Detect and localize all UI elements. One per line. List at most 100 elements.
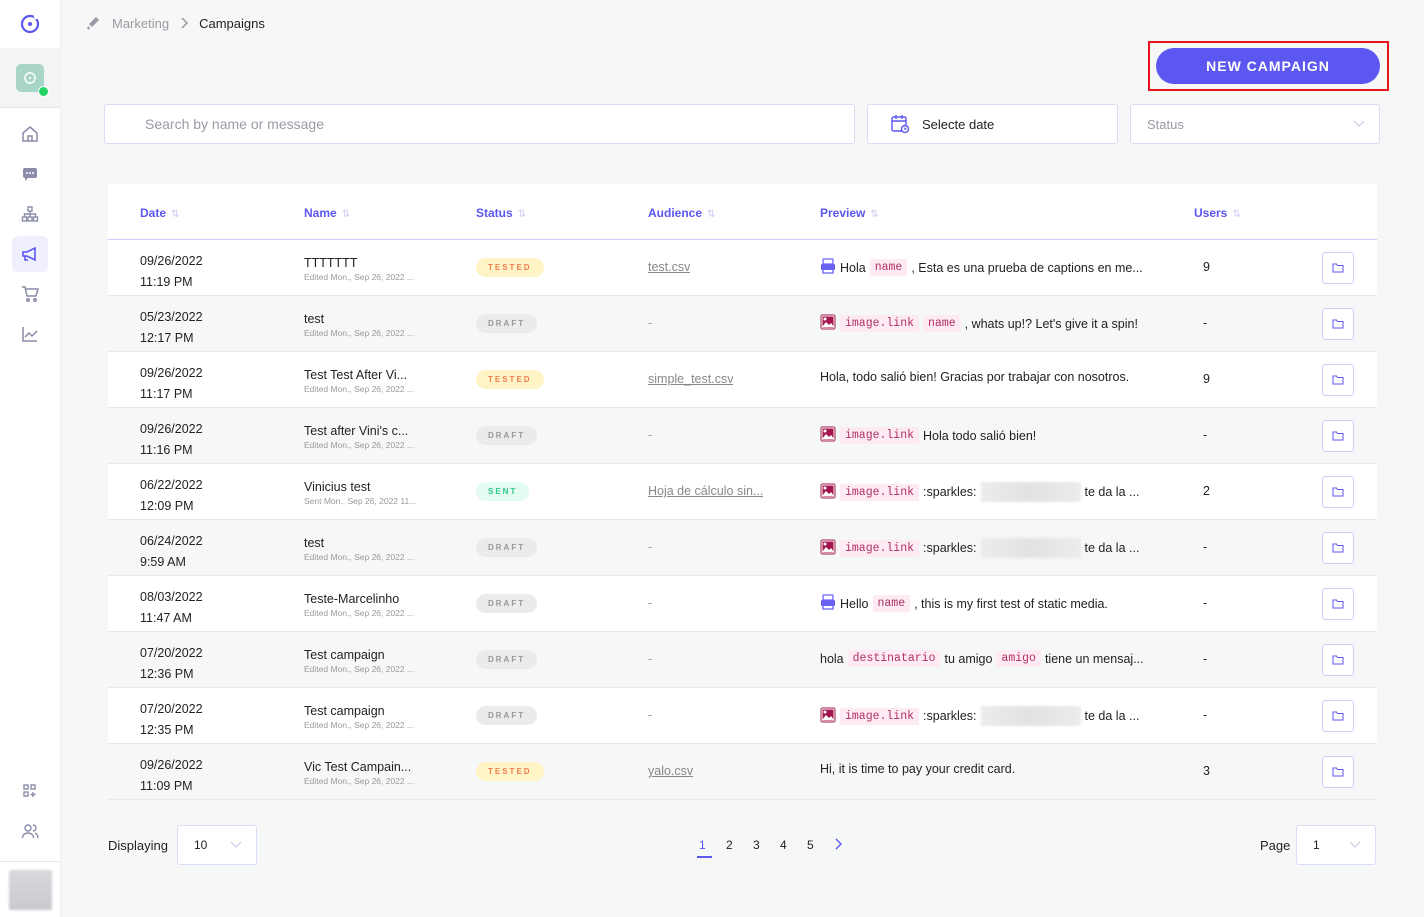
- campaign-name[interactable]: Vinicius test: [304, 480, 371, 494]
- table-row[interactable]: 09/26/2022 11:09 PM Vic Test Campain... Ed…: [108, 744, 1377, 800]
- preview-text: tu amigo: [944, 651, 993, 666]
- status-select[interactable]: Status: [1130, 104, 1380, 144]
- campaign-name[interactable]: test: [304, 312, 325, 326]
- flow-icon[interactable]: [12, 196, 48, 232]
- audience-link[interactable]: simple_test.csv: [648, 372, 734, 386]
- open-campaign-button[interactable]: [1322, 308, 1354, 340]
- page-1[interactable]: 1: [697, 838, 724, 858]
- open-campaign-button[interactable]: [1322, 364, 1354, 396]
- open-campaign-button[interactable]: [1322, 700, 1354, 732]
- page-4[interactable]: 4: [780, 838, 787, 852]
- time-value: 11:09 PM: [140, 779, 193, 793]
- header-audience[interactable]: Audience ⇅: [648, 206, 716, 220]
- preview-cell: image.link:sparkles: te da la ...: [820, 538, 1139, 558]
- preview-cell: Hi, it is time to pay your credit card.: [820, 762, 1015, 776]
- campaign-name[interactable]: Teste-Marcelinho: [304, 592, 400, 606]
- status-badge: DRAFT: [476, 650, 538, 669]
- table-row[interactable]: 09/26/2022 11:16 PM Test after Vini's c..…: [108, 408, 1377, 464]
- calendar-icon: [891, 115, 910, 134]
- next-page-icon[interactable]: [832, 838, 859, 853]
- cart-icon[interactable]: [12, 276, 48, 312]
- page-label: Page: [1260, 838, 1291, 853]
- open-campaign-button[interactable]: [1322, 644, 1354, 676]
- date-cell: 09/26/2022 11:19 PM: [140, 251, 203, 293]
- date-picker[interactable]: Selecte date: [867, 104, 1118, 144]
- new-campaign-button[interactable]: NEW CAMPAIGN: [1156, 48, 1380, 84]
- image-icon: [820, 707, 836, 726]
- sidebar: [0, 0, 61, 917]
- header-users[interactable]: Users ⇅: [1194, 206, 1241, 220]
- page-5[interactable]: 5: [807, 838, 814, 852]
- integrations-icon[interactable]: [12, 773, 48, 809]
- preview-text: tiene un mensaj...: [1044, 651, 1144, 666]
- table-row[interactable]: 09/26/2022 11:19 PM TTTTTTT Edited Mon., S…: [108, 240, 1377, 296]
- bot-avatar: [16, 63, 49, 97]
- table-row[interactable]: 09/26/2022 11:17 PM Test Test After Vi...…: [108, 352, 1377, 408]
- preview-text: Hola: [840, 260, 866, 275]
- page-2[interactable]: 2: [726, 838, 733, 852]
- status-badge: TESTED: [476, 258, 544, 277]
- analytics-icon[interactable]: [12, 316, 48, 352]
- user-avatar[interactable]: [9, 870, 52, 910]
- audience-link[interactable]: yalo.csv: [648, 764, 694, 778]
- status-badge: TESTED: [476, 370, 544, 389]
- app-logo-icon[interactable]: [0, 0, 60, 48]
- chat-icon[interactable]: [12, 156, 48, 192]
- campaign-name[interactable]: Test after Vini's c...: [304, 424, 409, 438]
- preview-text: , whats up!? Let's give it a spin!: [964, 316, 1138, 331]
- edited-info: Edited Mon., Sep 26, 2022 ...: [304, 720, 415, 730]
- preview-text: Hello: [840, 596, 869, 611]
- open-campaign-button[interactable]: [1322, 252, 1354, 284]
- folder-icon: [1332, 765, 1344, 780]
- per-page-select[interactable]: 10: [177, 825, 257, 865]
- header-date[interactable]: Date ⇅: [140, 206, 180, 220]
- open-campaign-button[interactable]: [1322, 532, 1354, 564]
- audience-link[interactable]: test.csv: [648, 260, 691, 274]
- open-campaign-button[interactable]: [1322, 588, 1354, 620]
- open-campaign-button[interactable]: [1322, 476, 1354, 508]
- date-cell: 07/20/2022 12:36 PM: [140, 643, 203, 685]
- date-label: Selecte date: [922, 116, 995, 132]
- breadcrumb-marketing[interactable]: Marketing: [112, 15, 170, 31]
- users-count: 9: [1203, 260, 1210, 274]
- folder-icon: [1332, 261, 1344, 276]
- page-select[interactable]: 1: [1296, 825, 1376, 865]
- campaign-name[interactable]: test: [304, 536, 325, 550]
- audience-link[interactable]: Hoja de cálculo sin...: [648, 484, 764, 498]
- open-campaign-button[interactable]: [1322, 756, 1354, 788]
- table-row[interactable]: 08/03/2022 11:47 AM Teste-Marcelinho Edite…: [108, 576, 1377, 632]
- header-name[interactable]: Name ⇅: [304, 206, 351, 220]
- home-icon[interactable]: [12, 116, 48, 152]
- users-count: -: [1203, 316, 1208, 330]
- variable-tag: image.link: [840, 427, 920, 444]
- name-cell: Vinicius test Sent Mon., Sep 26, 2022 11.…: [304, 480, 416, 506]
- campaign-name[interactable]: Vic Test Campain...: [304, 760, 412, 774]
- table-row[interactable]: 05/23/2022 12:17 PM test Edited Mon., Sep …: [108, 296, 1377, 352]
- preview-cell: Hola name, Esta es una prueba de captions…: [820, 258, 1143, 277]
- edited-info: Edited Mon., Sep 26, 2022 ...: [304, 272, 415, 282]
- table-row[interactable]: 07/20/2022 12:35 PM Test campaign Edited M…: [108, 688, 1377, 744]
- pdf-icon: [820, 594, 836, 613]
- table-row[interactable]: 06/22/2022 12:09 PM Vinicius test Sent Mon…: [108, 464, 1377, 520]
- table-row[interactable]: 07/20/2022 12:36 PM Test campaign Edited M…: [108, 632, 1377, 688]
- campaign-name[interactable]: Test campaign: [304, 648, 385, 662]
- bot-selector[interactable]: [0, 48, 60, 108]
- search-input[interactable]: Search by name or message: [104, 104, 855, 144]
- table-row[interactable]: 06/24/2022 9:59 AM test Edited Mon., Sep 2…: [108, 520, 1377, 576]
- open-campaign-button[interactable]: [1322, 420, 1354, 452]
- preview-text: :sparkles:: [923, 485, 977, 499]
- users-icon[interactable]: [12, 813, 48, 849]
- status-badge: SENT: [476, 482, 530, 501]
- campaign-name[interactable]: TTTTTTT: [304, 256, 358, 270]
- status-badge: DRAFT: [476, 426, 538, 445]
- campaign-name[interactable]: Test campaign: [304, 704, 385, 718]
- campaign-name[interactable]: Test Test After Vi...: [304, 368, 408, 382]
- variable-tag: name: [872, 595, 911, 612]
- page-3[interactable]: 3: [753, 838, 760, 852]
- megaphone-icon[interactable]: [12, 236, 48, 272]
- header-preview[interactable]: Preview ⇅: [820, 206, 879, 220]
- highlight-frame: [1148, 41, 1389, 91]
- header-status[interactable]: Status ⇅: [476, 206, 527, 220]
- status-badge: DRAFT: [476, 706, 538, 725]
- audience-empty: -: [648, 596, 653, 610]
